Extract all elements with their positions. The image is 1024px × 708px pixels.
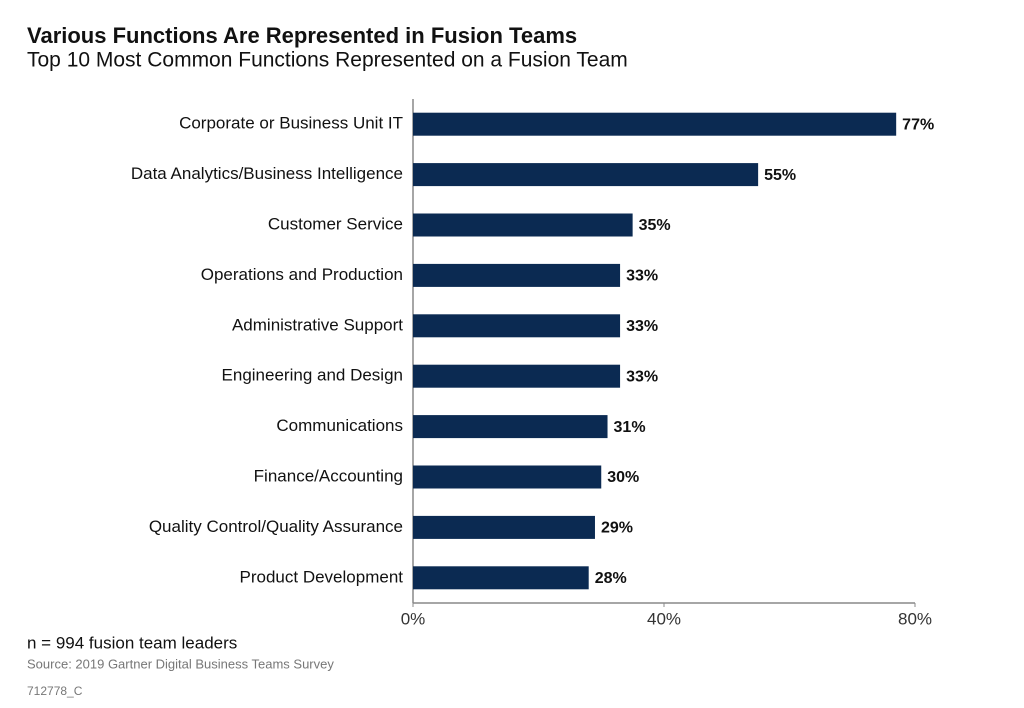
bar [413,314,621,338]
bar [413,213,633,237]
figure-id: 712778_C [27,684,83,698]
y-tick-label: Administrative Support [232,315,403,334]
y-tick-label: Operations and Production [201,265,403,284]
y-tick-label: Engineering and Design [222,366,403,385]
x-tick-label: 0% [401,609,426,628]
x-tick-label: 80% [898,609,932,628]
source: Source: 2019 Gartner Digital Business Te… [27,656,334,671]
y-tick-label: Communications [276,416,403,435]
value-label: 30% [607,469,639,486]
y-tick-label: Quality Control/Quality Assurance [149,517,403,536]
y-tick-label: Finance/Accounting [254,466,403,485]
y-tick-label: Data Analytics/Business Intelligence [131,164,403,183]
x-tick-label: 40% [647,609,681,628]
bar [413,263,621,287]
value-label: 33% [626,268,658,285]
bar [413,364,621,388]
y-tick-label: Corporate or Business Unit IT [179,114,403,133]
bar [413,515,595,539]
value-label: 35% [639,217,671,234]
bar [413,112,897,136]
y-tick-label: Customer Service [268,214,403,233]
chart-subtitle: Top 10 Most Common Functions Represented… [27,49,628,72]
value-label: 28% [595,570,627,587]
chart-title: Various Functions Are Represented in Fus… [27,23,577,48]
value-label: 55% [764,167,796,184]
value-label: 77% [902,116,934,133]
bar [413,566,589,590]
value-label: 33% [626,368,658,385]
value-label: 31% [614,419,646,436]
note: n = 994 fusion team leaders [27,633,237,652]
bar [413,415,608,439]
y-tick-label: Product Development [240,567,404,586]
bar [413,163,759,187]
bar [413,465,602,489]
value-label: 29% [601,520,633,537]
value-label: 33% [626,318,658,335]
